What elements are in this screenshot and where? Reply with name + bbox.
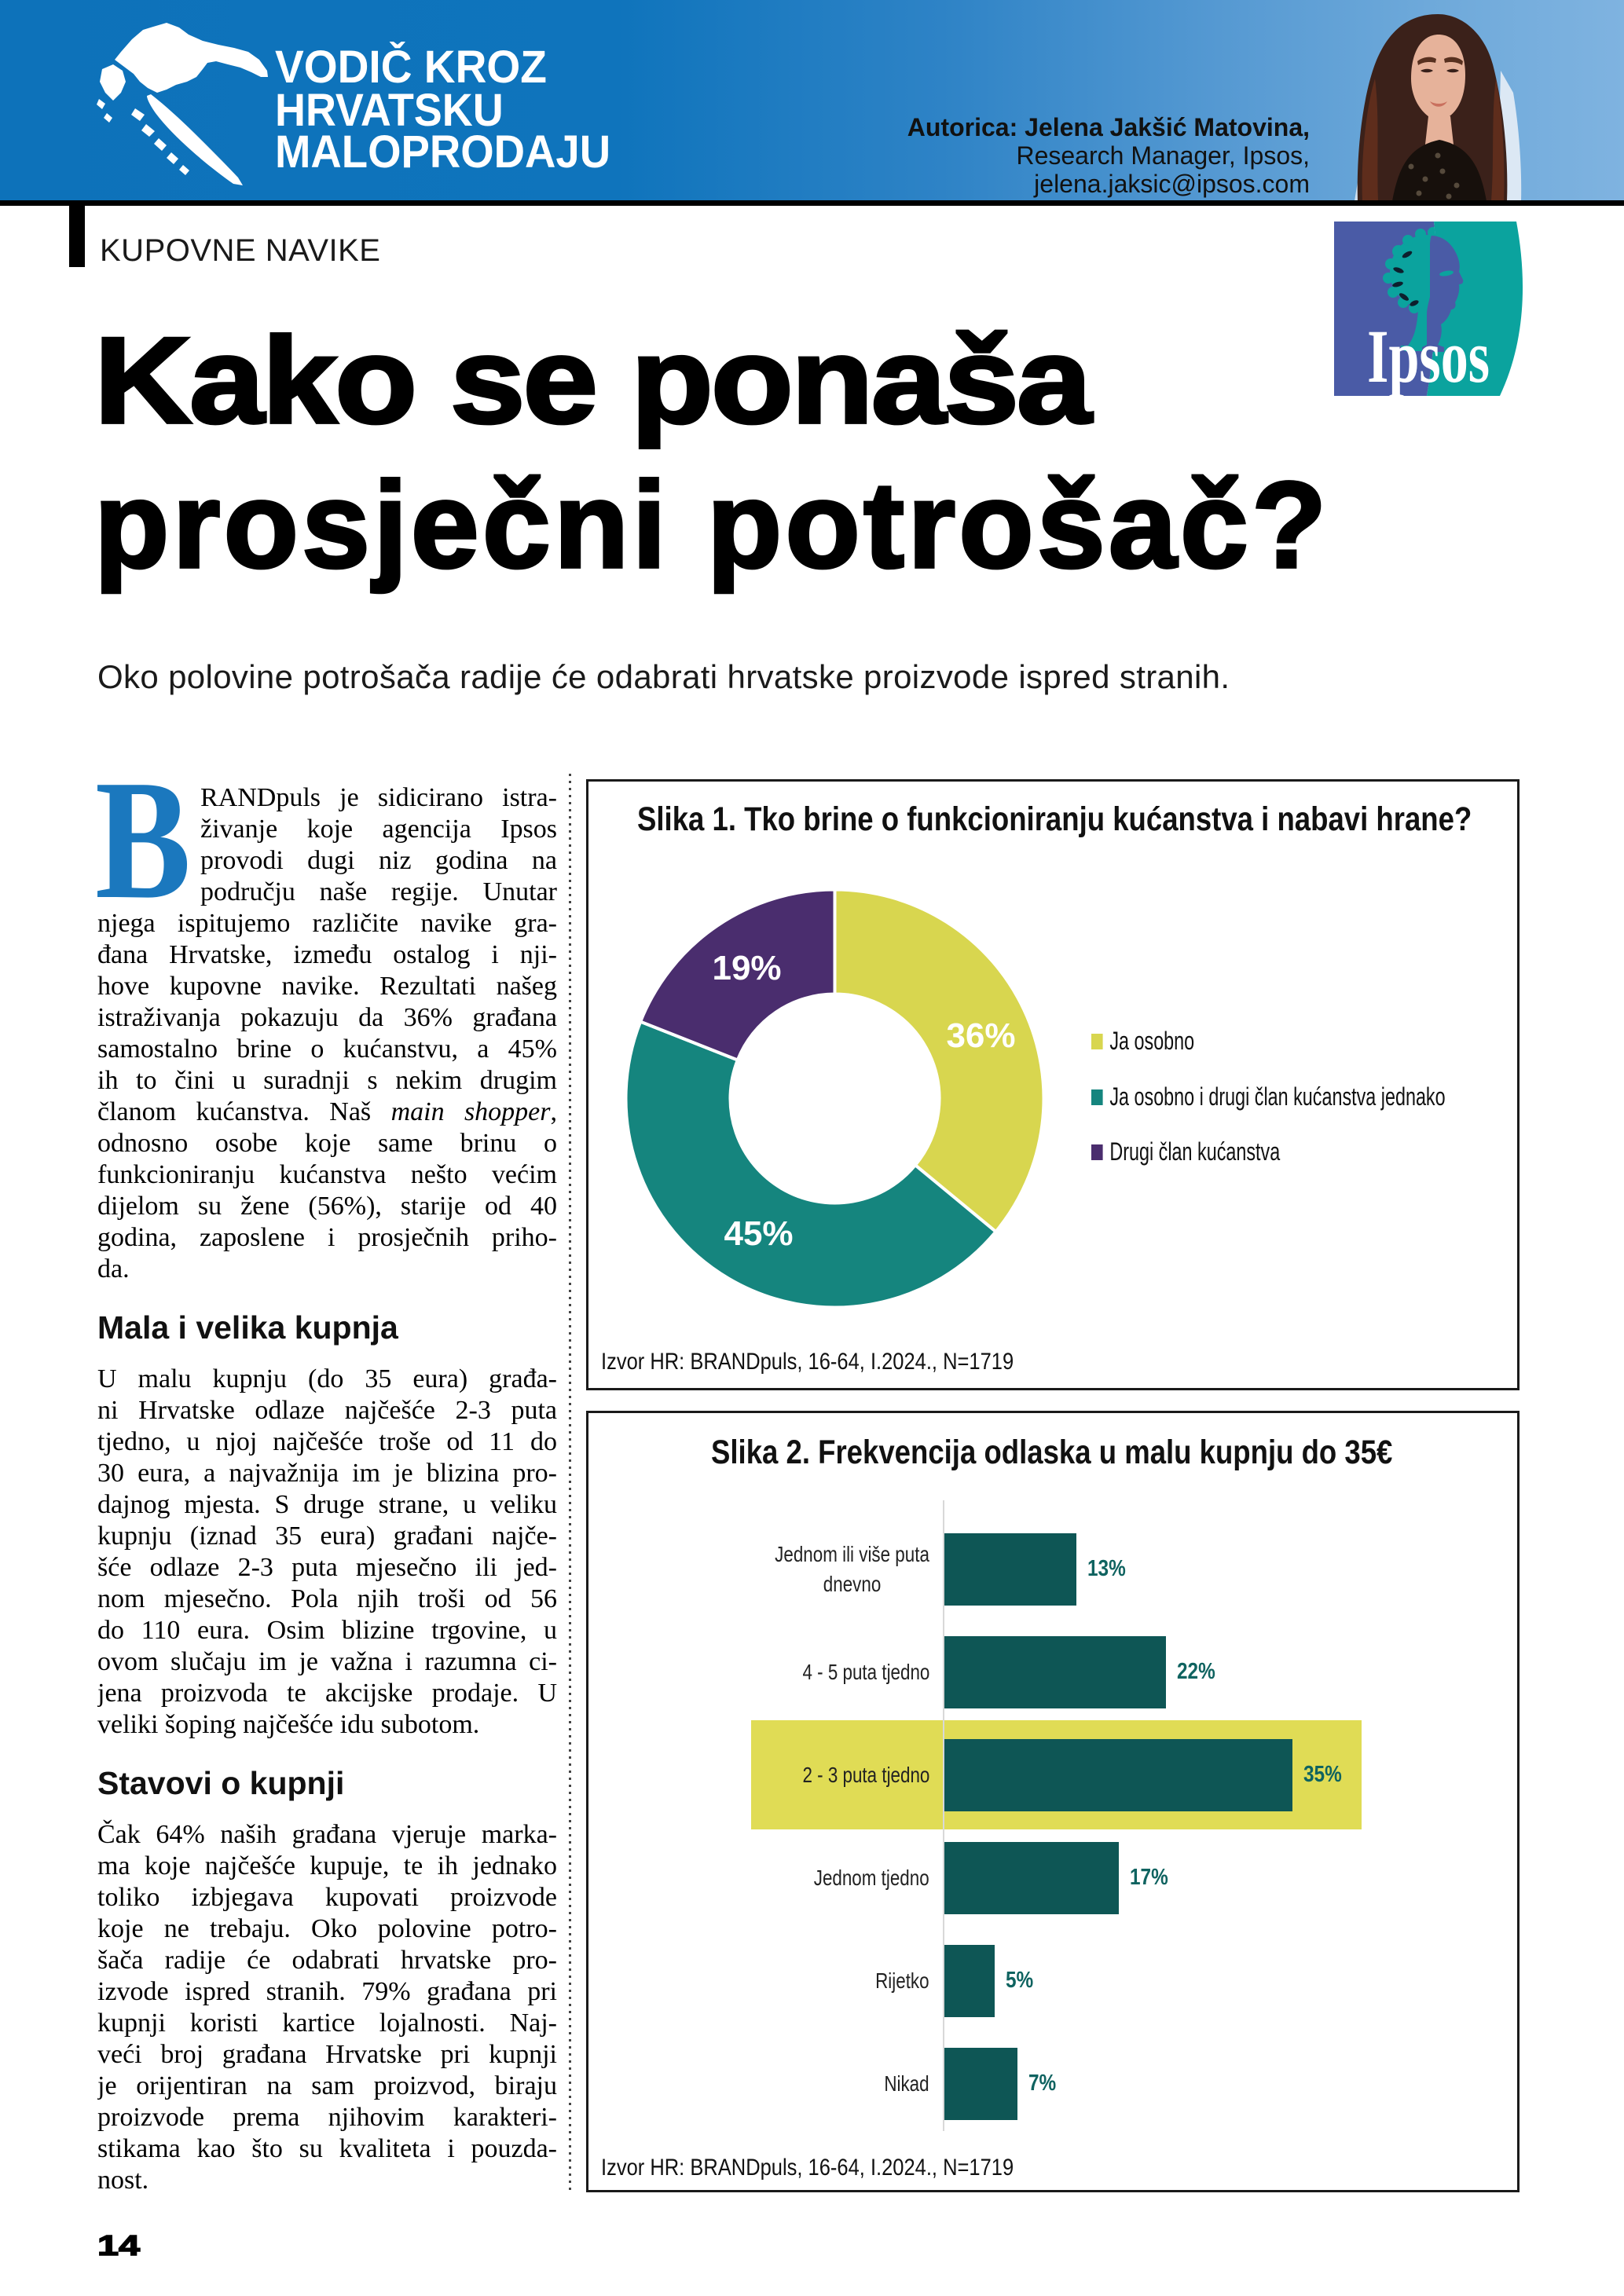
svg-text:36%: 36%	[946, 1016, 1015, 1055]
svg-text:Ipsos: Ipsos	[1367, 315, 1490, 396]
svg-text:45%: 45%	[724, 1214, 793, 1253]
svg-text:19%: 19%	[712, 949, 781, 987]
